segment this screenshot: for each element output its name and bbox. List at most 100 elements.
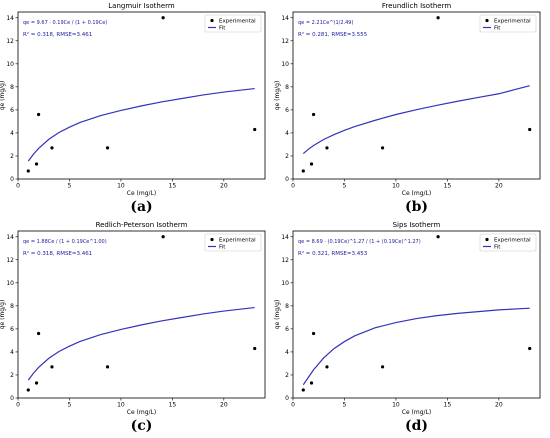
experimental-point bbox=[26, 388, 30, 392]
x-tick-label: 0 bbox=[16, 402, 20, 409]
experimental-point bbox=[50, 146, 54, 150]
legend-label-fit: Fit bbox=[219, 26, 226, 32]
y-tick-label: 8 bbox=[285, 84, 289, 91]
chart-panel: Langmuir Isotherm 0 5 10 15 20 0 2 4 6 8 10 12 14 Ce (… bbox=[0, 0, 275, 219]
x-tick-label: 15 bbox=[169, 402, 177, 409]
panel-caption: (b) bbox=[404, 199, 429, 215]
experimental-point bbox=[311, 331, 316, 336]
experimental-point bbox=[436, 235, 440, 239]
y-tick-label: 6 bbox=[285, 107, 289, 114]
y-tick-label: 2 bbox=[285, 153, 289, 160]
x-tick-label: 5 bbox=[343, 402, 347, 409]
plot-area bbox=[17, 11, 266, 180]
experimental-point bbox=[325, 146, 329, 150]
legend-label-experimental: Experimental bbox=[219, 238, 256, 244]
y-tick-label: 4 bbox=[10, 130, 14, 137]
y-tick-label: 12 bbox=[6, 38, 14, 45]
x-tick-label: 20 bbox=[495, 183, 503, 190]
y-tick-label: 8 bbox=[285, 303, 289, 310]
chart-title: Redlich-Peterson Isotherm bbox=[96, 221, 188, 229]
experimental-point bbox=[253, 346, 257, 351]
legend-point-marker bbox=[485, 237, 489, 242]
y-tick-label: 6 bbox=[10, 107, 14, 114]
y-tick-label: 6 bbox=[10, 326, 14, 333]
y-tick-label: 2 bbox=[10, 153, 14, 160]
chart-title: Freundlich Isotherm bbox=[382, 2, 452, 10]
y-tick-label: 0 bbox=[285, 395, 289, 402]
y-tick-label: 4 bbox=[10, 349, 14, 356]
y-tick-label: 12 bbox=[6, 257, 14, 264]
y-tick-label: 14 bbox=[281, 15, 289, 22]
experimental-point bbox=[34, 162, 39, 166]
chart-title: Langmuir Isotherm bbox=[108, 2, 175, 10]
x-tick-label: 10 bbox=[392, 402, 400, 409]
fit-equation: qe = 1.88Ce / (1 + 0.19Ce^1.00) bbox=[23, 239, 107, 245]
x-tick-label: 10 bbox=[392, 183, 400, 190]
experimental-point bbox=[161, 16, 165, 20]
panel-caption: (d) bbox=[404, 418, 429, 434]
y-tick-label: 10 bbox=[281, 280, 289, 287]
y-axis-label: qe (mg/g) bbox=[274, 81, 281, 111]
chart-title: Sips Isotherm bbox=[393, 221, 441, 229]
chart-svg: Sips Isotherm 0 5 10 15 20 0 2 4 6 8 10 12 14 Ce (mg/L… bbox=[274, 221, 541, 416]
y-tick-label: 6 bbox=[285, 326, 289, 333]
experimental-point bbox=[301, 388, 305, 392]
y-tick-label: 12 bbox=[281, 38, 289, 45]
y-tick-label: 14 bbox=[281, 234, 289, 241]
legend-label-fit: Fit bbox=[494, 26, 501, 32]
x-tick-label: 20 bbox=[220, 402, 228, 409]
x-tick-label: 15 bbox=[444, 402, 452, 409]
y-tick-label: 8 bbox=[10, 84, 14, 91]
experimental-point bbox=[36, 112, 41, 117]
experimental-point bbox=[105, 146, 110, 150]
plot-area bbox=[292, 230, 541, 399]
legend-point-marker bbox=[485, 18, 489, 23]
chart-svg: Redlich-Peterson Isotherm 0 5 10 15 20 0 2 4 6 8 10… bbox=[0, 221, 266, 416]
experimental-point bbox=[301, 169, 305, 173]
y-tick-label: 0 bbox=[10, 176, 14, 183]
x-tick-label: 20 bbox=[220, 183, 228, 190]
y-tick-label: 0 bbox=[10, 395, 14, 402]
x-tick-label: 15 bbox=[169, 183, 177, 190]
experimental-point bbox=[161, 235, 165, 239]
x-axis-label: Ce (mg/L) bbox=[127, 409, 157, 416]
y-tick-label: 0 bbox=[285, 176, 289, 183]
y-tick-label: 14 bbox=[6, 15, 14, 22]
y-tick-label: 10 bbox=[6, 61, 14, 68]
legend-label-experimental: Experimental bbox=[219, 19, 256, 25]
y-tick-label: 12 bbox=[281, 257, 289, 264]
x-tick-label: 20 bbox=[495, 402, 503, 409]
y-tick-label: 10 bbox=[281, 61, 289, 68]
x-axis-label: Ce (mg/L) bbox=[402, 190, 432, 197]
experimental-point bbox=[528, 346, 532, 351]
fit-equation: qe = 8.69 · (0.19Ce)^1.27 / (1 + (0.19Ce… bbox=[298, 239, 421, 245]
legend-label-experimental: Experimental bbox=[494, 238, 531, 244]
panel-caption: (c) bbox=[130, 418, 153, 434]
x-tick-label: 0 bbox=[291, 402, 295, 409]
y-tick-label: 2 bbox=[285, 372, 289, 379]
y-tick-label: 4 bbox=[285, 349, 289, 356]
panel-caption: (a) bbox=[130, 199, 153, 215]
fit-statistics: R² = 0.281, RMSE=3.555 bbox=[298, 31, 368, 38]
chart-svg: Freundlich Isotherm 0 5 10 15 20 0 2 4 6 8 10 12 14 Ce… bbox=[274, 2, 541, 197]
experimental-point bbox=[311, 112, 316, 117]
experimental-point bbox=[309, 162, 314, 166]
fit-statistics: R² = 0.321, RMSE=3.453 bbox=[298, 250, 368, 257]
x-tick-label: 10 bbox=[117, 183, 125, 190]
chart-panel: Redlich-Peterson Isotherm 0 5 10 15 20 0 2 4 6 8 10… bbox=[0, 219, 275, 438]
experimental-point bbox=[36, 331, 41, 336]
x-tick-label: 0 bbox=[291, 183, 295, 190]
x-tick-label: 0 bbox=[16, 183, 20, 190]
x-tick-label: 5 bbox=[68, 183, 72, 190]
experimental-point bbox=[528, 127, 532, 132]
y-axis-label: qe (mg/g) bbox=[0, 300, 6, 330]
legend-point-marker bbox=[210, 237, 214, 242]
y-tick-label: 2 bbox=[10, 372, 14, 379]
experimental-point bbox=[253, 127, 257, 132]
experimental-point bbox=[50, 365, 54, 369]
experimental-point bbox=[105, 365, 110, 369]
legend-point-marker bbox=[210, 18, 214, 23]
experimental-point bbox=[436, 16, 440, 20]
fit-curve bbox=[302, 307, 530, 386]
